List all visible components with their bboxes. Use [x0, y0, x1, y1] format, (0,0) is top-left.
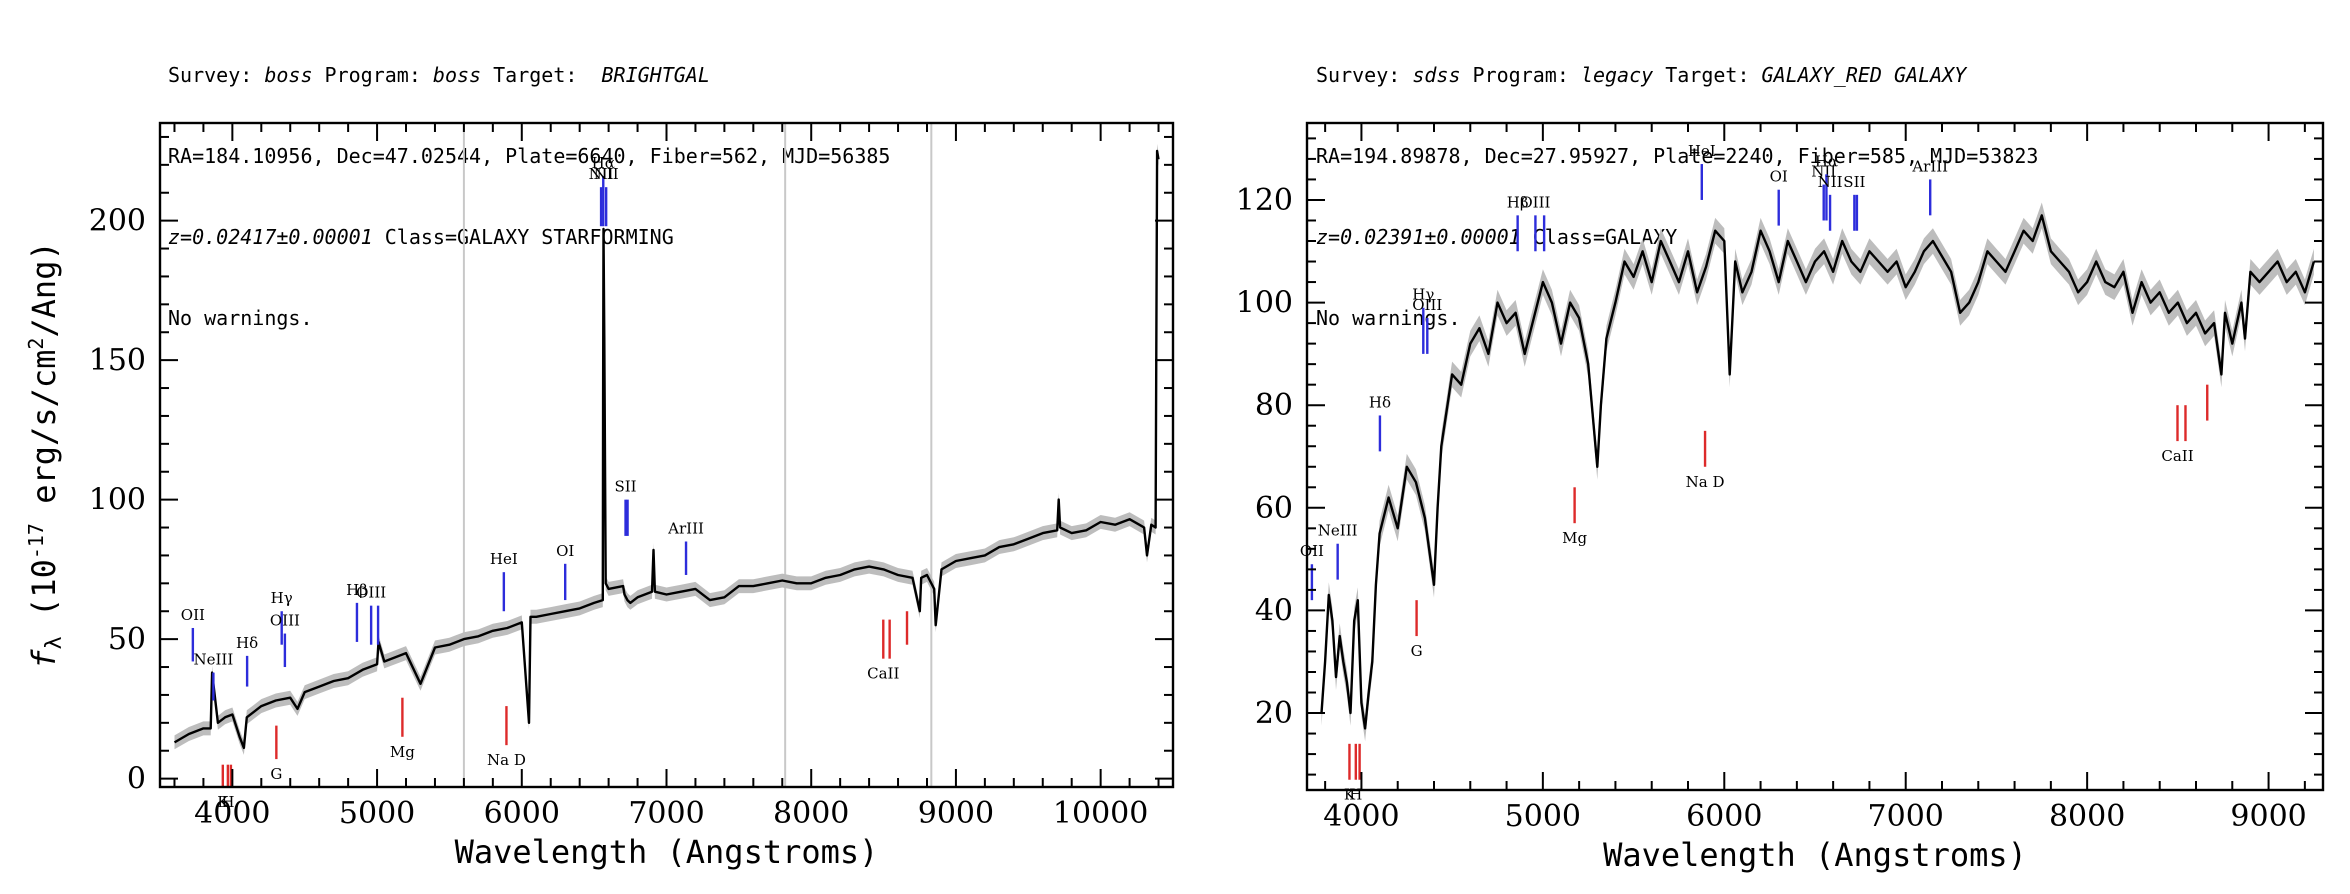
left-x-tick-label-4: 8000 — [773, 796, 849, 831]
right-y-tick-label-5: 120 — [1236, 183, 1293, 218]
left-line-label-17: H — [221, 793, 234, 811]
left-line-label-20: Mg — [390, 743, 415, 761]
left-x-tick-label-3: 7000 — [628, 796, 704, 831]
left-y-axis-label-part-1: λ — [42, 636, 67, 649]
left-line-label-15: ArIII — [667, 519, 704, 537]
left-line-label-9: OI — [556, 542, 574, 560]
left-line-label-19: G — [270, 765, 282, 783]
right-line-label-1: NeIII — [1318, 522, 1358, 540]
left-y-axis-label-part-3: -17 — [24, 523, 48, 559]
right-line-label-9: OI — [1770, 168, 1788, 186]
right-line-label-2: Hδ — [1369, 393, 1391, 411]
right-line-label-12: NII — [1818, 173, 1843, 191]
left-y-axis-label-part-4: erg/s/cm — [25, 350, 63, 523]
right-line-label-0: OII — [1300, 542, 1324, 560]
left-x-tick-label-5: 9000 — [918, 796, 994, 831]
right-line-label-3: Hγ — [1412, 286, 1434, 304]
left-y-tick-label-3: 150 — [89, 343, 146, 378]
right-spectrum-panel: Survey: sdss Program: legacy Target: GAL… — [1180, 0, 2350, 894]
left-spectrum-line — [173, 149, 1160, 750]
left-y-axis-label-part-2: (10 — [25, 559, 63, 636]
right-spectrum-line — [1320, 214, 2316, 730]
left-x-axis-label: Wavelength (Angstroms) — [455, 833, 879, 871]
right-line-label-21: Na D — [1686, 473, 1725, 491]
left-y-tick-label-2: 100 — [89, 483, 146, 518]
right-line-label-20: Mg — [1562, 529, 1587, 547]
right-line-label-13: SII — [1843, 173, 1865, 191]
right-plot-frame — [1305, 121, 2325, 792]
right-line-label-10: NII — [1811, 163, 1836, 181]
right-x-tick-label-2: 6000 — [1686, 799, 1762, 834]
left-x-tick-label-2: 6000 — [484, 796, 560, 831]
left-line-label-21: Na D — [487, 751, 526, 769]
left-line-label-10: NII — [589, 165, 614, 183]
right-x-tick-label-0: 4000 — [1323, 799, 1399, 834]
left-line-label-8: HeI — [490, 550, 518, 568]
right-x-tick-label-1: 5000 — [1505, 799, 1581, 834]
right-line-label-8: HeI — [1688, 142, 1716, 160]
right-x-tick-label-4: 8000 — [2049, 799, 2125, 834]
right-y-tick-label-0: 20 — [1255, 696, 1293, 731]
left-line-label-11: Hα — [592, 154, 615, 172]
left-line-label-13: SII — [614, 478, 636, 496]
left-line-label-5: Hβ — [346, 581, 368, 599]
left-line-label-2: Hδ — [236, 634, 258, 652]
right-y-tick-label-1: 40 — [1255, 593, 1293, 628]
left-y-tick-label-1: 50 — [108, 622, 146, 657]
left-line-label-1: NeIII — [194, 651, 234, 669]
left-line-label-6: OIII — [356, 584, 386, 602]
right-line-label-15: ArIII — [1911, 157, 1948, 175]
left-line-label-16: K — [217, 793, 229, 811]
right-y-tick-label-3: 80 — [1255, 388, 1293, 423]
left-line-label-0: OII — [181, 606, 205, 624]
left-x-tick-label-6: 10000 — [1053, 796, 1148, 831]
right-x-tick-label-5: 9000 — [2230, 799, 2306, 834]
left-line-label-3: Hγ — [271, 589, 293, 607]
left-spectrum-header: Survey: boss Program: boss Target: BRIGH… — [168, 63, 891, 330]
right-y-tick-label-2: 60 — [1255, 491, 1293, 526]
right-y-tick-label-4: 100 — [1236, 286, 1293, 321]
left-x-tick-label-1: 5000 — [339, 796, 415, 831]
right-error-band — [1321, 202, 2314, 742]
left-y-axis-label-part-0: f — [25, 649, 63, 669]
right-line-label-5: Hβ — [1507, 193, 1529, 211]
left-line-label-4: OIII — [270, 612, 300, 630]
right-line-label-19: G — [1411, 642, 1423, 660]
right-spectrum-header: Survey: sdss Program: legacy Target: GAL… — [1316, 63, 2039, 330]
right-line-label-22: CaII — [2161, 447, 2193, 465]
left-y-tick-label-0: 0 — [127, 762, 146, 797]
left-y-tick-label-4: 200 — [89, 204, 146, 239]
left-error-band — [174, 143, 1159, 755]
left-line-label-22: CaII — [867, 665, 899, 683]
left-line-label-12: NII — [594, 165, 619, 183]
right-line-label-6: OIII — [1520, 193, 1550, 211]
left-spectrum-panel: Survey: boss Program: boss Target: BRIGH… — [24, 63, 1175, 871]
right-x-axis-label: Wavelength (Angstroms) — [1603, 836, 2027, 874]
right-line-label-4: OIII — [1412, 296, 1442, 314]
left-y-axis-label-part-6: /Ang) — [25, 241, 63, 337]
right-line-label-11: Hα — [1815, 152, 1838, 170]
left-y-axis-label-part-5: 2 — [24, 338, 48, 350]
right-x-tick-label-3: 7000 — [1868, 799, 1944, 834]
left-x-tick-label-0: 4000 — [194, 796, 270, 831]
left-y-axis-label: fλ (10-17 erg/s/cm2/Ang) — [24, 241, 67, 668]
